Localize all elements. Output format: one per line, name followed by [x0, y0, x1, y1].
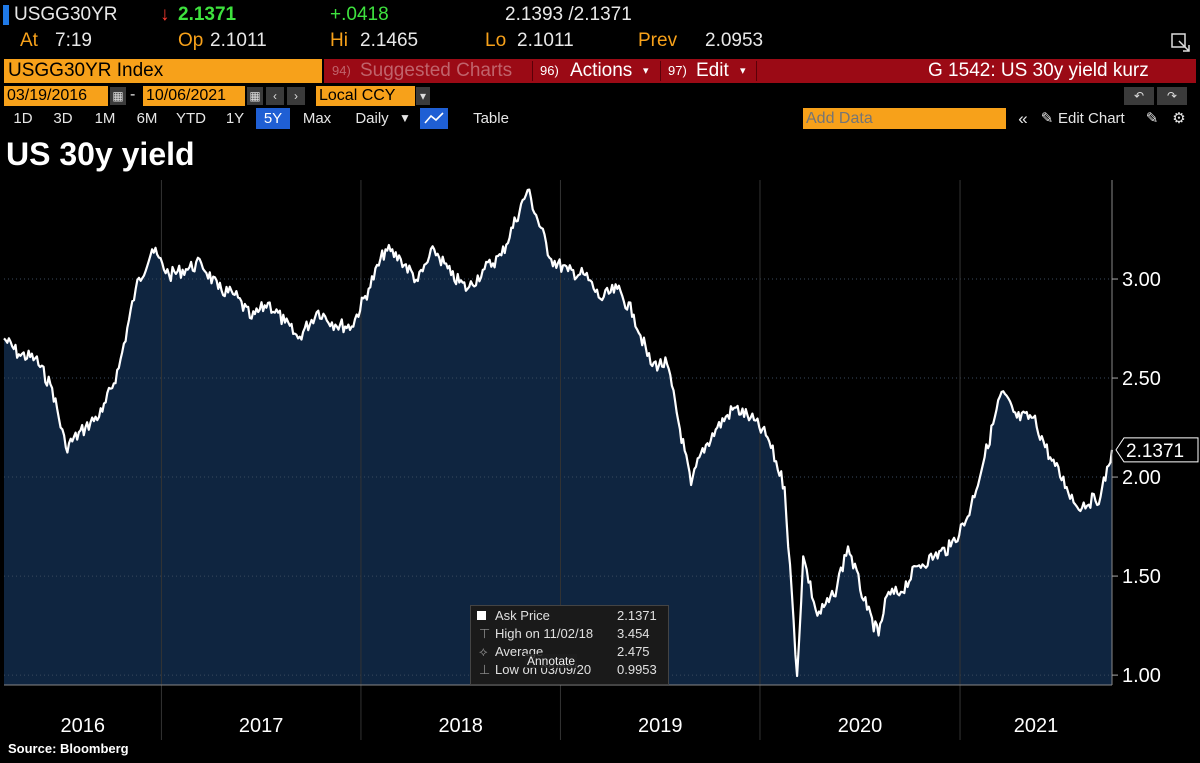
legend-low-value: 0.9953	[617, 662, 657, 677]
undo-icon[interactable]: ↶	[1124, 87, 1154, 105]
chart-name[interactable]: G 1542: US 30y yield kurz	[928, 60, 1149, 81]
high-marker-icon: ⊤	[479, 626, 491, 641]
pencil-icon: ✎	[1040, 110, 1054, 127]
legend-ask-label: Ask Price	[495, 608, 550, 623]
currency-select[interactable]: Local CCY	[316, 86, 415, 106]
last-value-callout	[1115, 437, 1199, 463]
legend-average-value: 2.475	[617, 644, 650, 659]
ticker-marker	[3, 5, 9, 25]
x-tick-label-3: 2019	[638, 715, 683, 737]
range-6m[interactable]: 6M	[136, 110, 158, 127]
legend-high-label: High on 11/02/18	[495, 626, 594, 641]
actions-button[interactable]: Actions	[570, 60, 633, 81]
range-bar: 1D 3D 1M 6M YTD 1Y 5Y Max Daily ▼ Table …	[0, 108, 1200, 129]
end-calendar-icon[interactable]: ▦	[247, 87, 263, 105]
y-tick-label-0: 1.00	[1122, 665, 1161, 687]
x-tick-label-1: 2017	[239, 715, 284, 737]
last-price: 2.1371	[178, 4, 237, 25]
high-value: 2.1465	[360, 30, 419, 51]
chart-title: US 30y yield	[6, 136, 195, 172]
legend-ask-value: 2.1371	[617, 608, 657, 623]
line-chart-icon[interactable]	[420, 108, 448, 129]
end-date-input[interactable]: 10/06/2021	[143, 86, 245, 106]
source-note: Source: Bloomberg	[8, 741, 129, 756]
at-value: 7:19	[55, 30, 92, 51]
open-value: 2.1011	[210, 30, 267, 51]
redo-icon[interactable]: ↷	[1157, 87, 1187, 105]
quote-details: At 7:19 Op 2.1011 Hi 2.1465 Lo 2.1011 Pr…	[0, 30, 1200, 56]
edit-chart-button[interactable]: Edit Chart	[1058, 110, 1125, 127]
low-marker-icon: ⊥	[479, 662, 491, 677]
security-field[interactable]: USGG30YR Index	[4, 59, 322, 83]
periodicity-select[interactable]: Daily	[355, 110, 389, 127]
edit-button[interactable]: Edit	[696, 60, 729, 81]
range-1y[interactable]: 1Y	[225, 110, 245, 127]
last-value-label: 2.1371	[1126, 441, 1184, 462]
average-marker-icon: ⟡	[479, 644, 488, 659]
legend-high-value: 3.454	[617, 626, 650, 641]
series-area	[4, 189, 1112, 685]
range-ytd[interactable]: YTD	[176, 110, 206, 127]
ticker[interactable]: USGG30YR	[14, 4, 118, 25]
suggested-num: 94)	[332, 63, 351, 78]
next-period-icon[interactable]: ›	[287, 87, 305, 105]
chart-options-icon[interactable]: ⚙	[1172, 110, 1186, 127]
x-tick-label-2: 2018	[438, 715, 483, 737]
bid-ask: 2.1393 /2.1371	[505, 4, 632, 25]
y-tick-label-1: 1.50	[1122, 566, 1161, 588]
range-max[interactable]: Max	[302, 110, 332, 127]
x-tick-label-0: 2016	[60, 715, 105, 737]
edit-num: 97)	[668, 63, 687, 78]
popout-icon[interactable]	[1170, 32, 1192, 54]
high-label: Hi	[330, 30, 348, 51]
quote-header: USGG30YR ↓ 2.1371 +.0418 2.1393 /2.1371	[0, 2, 1200, 28]
chart-legend: Ask Price 2.1371 ⊤ High on 11/02/18 3.45…	[470, 605, 669, 685]
y-tick-label-2: 2.00	[1122, 467, 1161, 489]
currency-dropdown-icon[interactable]: ▾	[416, 87, 430, 105]
prev-period-icon[interactable]: ‹	[266, 87, 284, 105]
suggested-charts-button[interactable]: Suggested Charts	[360, 60, 513, 81]
x-tick-label-4: 2020	[838, 715, 883, 737]
date-range-bar: 03/19/2016 ▦ - 10/06/2021 ▦ ‹ › Local CC…	[0, 86, 1200, 106]
down-arrow-icon: ↓	[160, 4, 170, 25]
prev-label: Prev	[638, 30, 678, 51]
start-date-input[interactable]: 03/19/2016	[4, 86, 108, 106]
low-label: Lo	[485, 30, 507, 51]
net-change: +.0418	[330, 4, 389, 25]
range-1m[interactable]: 1M	[94, 110, 116, 127]
prev-value: 2.0953	[705, 30, 764, 51]
chart-settings-icon[interactable]: ✎	[1145, 110, 1159, 127]
at-label: At	[20, 30, 38, 51]
menu-bar: 94) Suggested Charts 96) Actions ▾ 97) E…	[324, 59, 1196, 83]
periodicity-caret-icon: ▼	[399, 111, 411, 125]
range-3d[interactable]: 3D	[53, 110, 73, 127]
actions-num: 96)	[540, 63, 559, 78]
table-button[interactable]: Table	[473, 110, 509, 127]
range-5y[interactable]: 5Y	[256, 108, 290, 129]
series-line	[3, 188, 1114, 678]
y-tick-label-3: 2.50	[1122, 368, 1161, 390]
command-bar: USGG30YR Index 94) Suggested Charts 96) …	[0, 59, 1200, 83]
y-tick-label-4: 3.00	[1122, 269, 1161, 291]
date-dash: -	[130, 86, 136, 103]
add-data-input[interactable]	[803, 108, 1006, 129]
edit-caret-icon: ▾	[740, 65, 746, 77]
collapse-icon[interactable]: «	[1018, 109, 1028, 128]
range-1d[interactable]: 1D	[13, 110, 33, 127]
legend-swatch	[477, 611, 486, 620]
low-value: 2.1011	[517, 30, 574, 51]
annotate-button[interactable]: Annotate	[525, 654, 578, 668]
actions-caret-icon: ▾	[643, 65, 649, 77]
start-calendar-icon[interactable]: ▦	[110, 87, 126, 105]
x-tick-label-5: 2021	[1014, 715, 1059, 737]
open-label: Op	[178, 30, 204, 51]
